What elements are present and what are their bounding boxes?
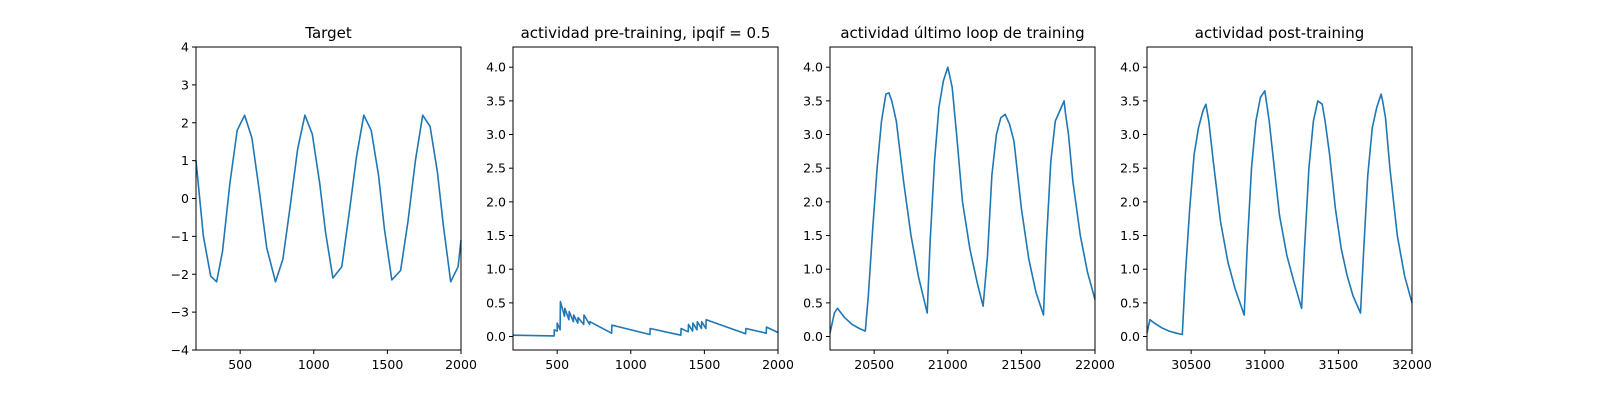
x-tick-label: 1000 [615,357,647,372]
x-tick-label: 1500 [371,357,403,372]
y-tick-label: 3.5 [1120,93,1140,108]
y-tick-label: −3 [171,305,189,320]
chart-panel-4: actividad post-training 30500 31000 31500 32… [1120,24,1432,372]
y-tick-label: 4.0 [803,60,823,75]
y-tick-label: −4 [171,343,189,358]
y-tick-label: 3.5 [803,93,823,108]
y-tick-label: 4.0 [486,60,506,75]
x-tick-label: 20500 [854,357,894,372]
y-tick-label: 3 [181,77,189,92]
x-tick-label: 500 [228,357,252,372]
chart-title: Target [304,24,352,42]
y-tick-label: 2.0 [803,194,823,209]
y-tick-label: 0 [181,191,189,206]
y-tick-label: 0.5 [1120,295,1140,310]
chart-title: actividad último loop de training [840,24,1084,42]
y-tick-label: −1 [171,229,189,244]
chart-panel-3: actividad último loop de training 20500 21… [803,24,1115,372]
series-line-4 [1146,90,1413,336]
x-tick-label: 32000 [1392,357,1432,372]
y-tick-label: 3.0 [1120,127,1140,142]
x-tick-label: 2000 [445,357,477,372]
chart-title: actividad pre-training, ipqif = 0.5 [521,24,771,42]
x-tick-label: 31500 [1319,357,1359,372]
y-tick-label: 3.5 [486,93,506,108]
x-tick-label: 31000 [1245,357,1285,372]
y-tick-label: 2.0 [1120,194,1140,209]
series-line-2 [512,300,779,337]
y-tick-label: 4 [181,40,189,55]
y-tick-label: 1.0 [486,262,506,277]
y-tick-label: 1 [181,153,189,168]
y-tick-label: 1.5 [486,228,506,243]
y-tick-label: 4.0 [1120,60,1140,75]
y-tick-label: 2 [181,115,189,130]
y-tick-label: 2.0 [486,194,506,209]
y-tick-label: 2.5 [803,161,823,176]
series-line-1 [195,114,462,283]
x-tick-label: 500 [545,357,569,372]
y-tick-label: 1.0 [803,262,823,277]
y-tick-label: 0.5 [803,295,823,310]
x-tick-label: 30500 [1171,357,1211,372]
x-tick-label: 21000 [928,357,968,372]
x-tick-label: 22000 [1075,357,1115,372]
chart-panel-1: Target 500 1000 1500 2000 −4 −3 −2 −1 0 1 2 3 4 [171,24,477,372]
chart-title: actividad post-training [1195,24,1364,42]
y-tick-label: 0.0 [486,329,506,344]
y-tick-label: 3.0 [486,127,506,142]
y-tick-label: 0.0 [803,329,823,344]
y-tick-label: 1.0 [1120,262,1140,277]
chart-panel-2: actividad pre-training, ipqif = 0.5 500 10… [486,24,794,372]
series-line-3 [829,66,1096,334]
y-tick-label: −2 [171,267,189,282]
x-tick-label: 21500 [1002,357,1042,372]
plot-frame [195,46,462,351]
y-tick-label: 1.5 [1120,228,1140,243]
plot-frame [1146,46,1413,351]
y-tick-label: 2.5 [1120,161,1140,176]
y-tick-label: 0.5 [486,295,506,310]
x-tick-label: 2000 [762,357,794,372]
plot-frame [512,46,779,351]
x-tick-label: 1000 [298,357,330,372]
y-tick-label: 2.5 [486,161,506,176]
y-tick-label: 1.5 [803,228,823,243]
y-tick-label: 3.0 [803,127,823,142]
y-tick-label: 0.0 [1120,329,1140,344]
x-tick-label: 1500 [688,357,720,372]
plot-frame [829,46,1096,351]
